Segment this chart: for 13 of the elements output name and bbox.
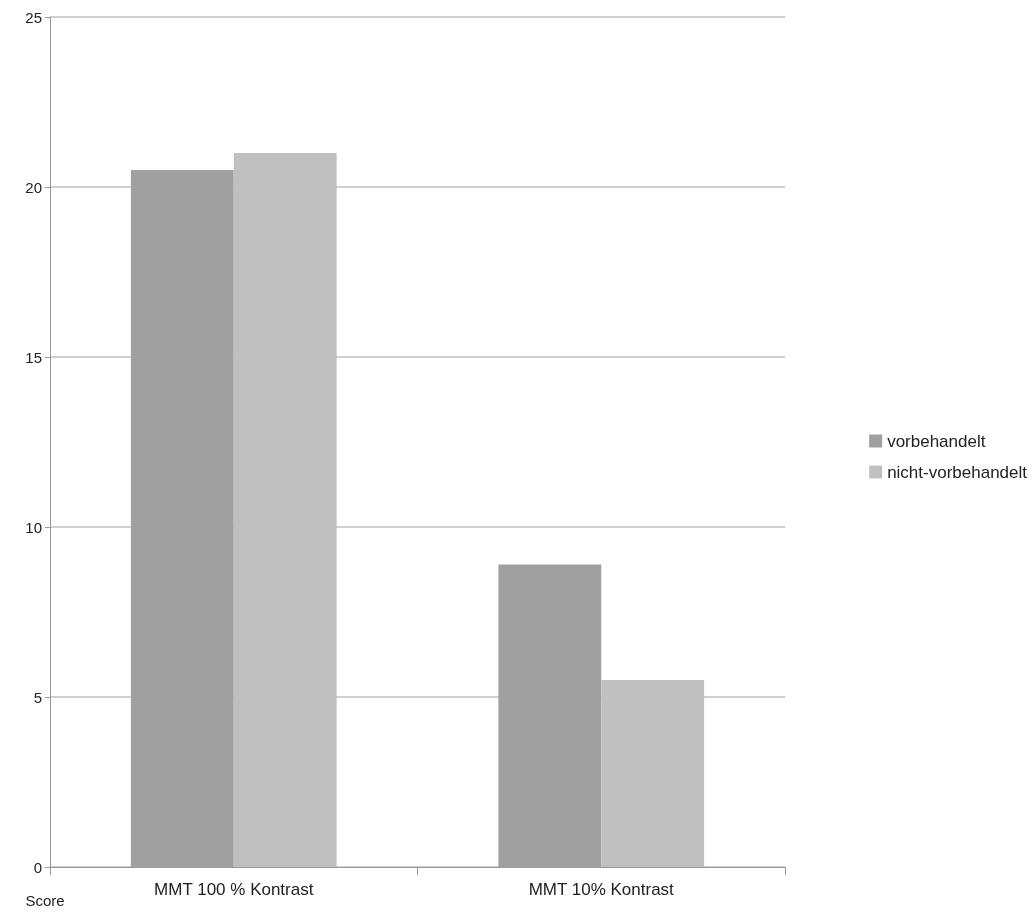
- x-tick-label: MMT 10% Kontrast: [528, 880, 675, 899]
- y-tick-label: 10: [25, 518, 42, 536]
- x-tick-label: MMT 100 % Kontrast: [154, 880, 314, 899]
- y-tick-label: 25: [25, 8, 42, 26]
- y-tick-label: 5: [33, 688, 42, 706]
- legend-label: nicht-vorbehandelt: [887, 462, 1028, 482]
- legend-label: vorbehandelt: [887, 431, 986, 451]
- y-tick-label: 15: [25, 348, 42, 366]
- bar: [601, 680, 705, 867]
- y-tick-label: 0: [33, 858, 42, 876]
- y-axis-title: Score: [25, 892, 65, 909]
- y-tick-label: 20: [25, 178, 42, 196]
- bar: [233, 153, 337, 867]
